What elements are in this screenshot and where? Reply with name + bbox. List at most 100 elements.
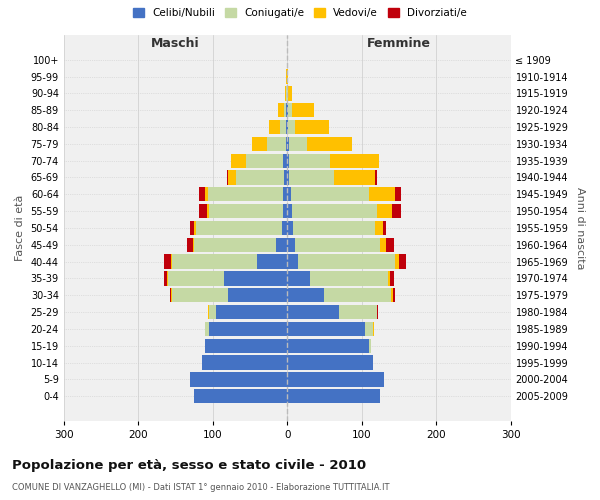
- Bar: [395, 187, 401, 202]
- Bar: [287, 372, 384, 386]
- Bar: [287, 187, 291, 202]
- Bar: [365, 322, 373, 336]
- Bar: [292, 204, 377, 218]
- Bar: [227, 288, 287, 302]
- Bar: [292, 103, 314, 118]
- Bar: [190, 221, 194, 235]
- Bar: [287, 154, 289, 168]
- Bar: [291, 187, 369, 202]
- Bar: [217, 305, 287, 320]
- Bar: [331, 154, 379, 168]
- Bar: [334, 170, 375, 184]
- Bar: [369, 338, 371, 353]
- Text: COMUNE DI VANZAGHELLO (MI) - Dati ISTAT 1° gennaio 2010 - Elaborazione TUTTITALI: COMUNE DI VANZAGHELLO (MI) - Dati ISTAT …: [12, 484, 389, 492]
- Bar: [269, 120, 280, 134]
- Bar: [288, 103, 292, 118]
- Bar: [205, 187, 208, 202]
- Bar: [283, 187, 287, 202]
- Bar: [267, 136, 286, 151]
- Bar: [287, 120, 288, 134]
- Bar: [167, 272, 168, 285]
- Bar: [287, 136, 289, 151]
- Bar: [287, 238, 295, 252]
- Bar: [283, 154, 287, 168]
- Bar: [196, 221, 282, 235]
- Bar: [282, 221, 287, 235]
- Bar: [199, 204, 207, 218]
- Bar: [393, 288, 395, 302]
- Bar: [287, 103, 288, 118]
- Text: Femmine: Femmine: [367, 36, 431, 50]
- Bar: [325, 288, 391, 302]
- Bar: [369, 187, 395, 202]
- Bar: [287, 356, 373, 370]
- Bar: [377, 305, 378, 320]
- Bar: [286, 70, 287, 84]
- Bar: [202, 356, 287, 370]
- Bar: [171, 254, 172, 269]
- Bar: [377, 204, 392, 218]
- Bar: [208, 305, 209, 320]
- Bar: [252, 136, 267, 151]
- Bar: [399, 254, 406, 269]
- Bar: [380, 238, 386, 252]
- Bar: [190, 372, 287, 386]
- Bar: [194, 238, 276, 252]
- Bar: [187, 238, 193, 252]
- Bar: [307, 136, 352, 151]
- Bar: [375, 170, 377, 184]
- Bar: [289, 154, 331, 168]
- Bar: [287, 272, 310, 285]
- Bar: [232, 154, 246, 168]
- Bar: [257, 254, 287, 269]
- Bar: [199, 187, 205, 202]
- Bar: [172, 254, 257, 269]
- Bar: [287, 204, 292, 218]
- Bar: [340, 305, 377, 320]
- Bar: [246, 154, 283, 168]
- Bar: [209, 204, 283, 218]
- Bar: [395, 254, 399, 269]
- Bar: [287, 70, 288, 84]
- Bar: [164, 254, 171, 269]
- Bar: [310, 272, 388, 285]
- Bar: [164, 272, 167, 285]
- Bar: [286, 120, 287, 134]
- Bar: [286, 103, 287, 118]
- Bar: [194, 221, 196, 235]
- Bar: [390, 272, 394, 285]
- Bar: [194, 389, 287, 404]
- Bar: [287, 170, 289, 184]
- Bar: [229, 170, 236, 184]
- Text: Maschi: Maschi: [151, 36, 200, 50]
- Bar: [284, 170, 287, 184]
- Y-axis label: Anni di nascita: Anni di nascita: [575, 186, 585, 269]
- Bar: [170, 288, 171, 302]
- Bar: [205, 322, 209, 336]
- Bar: [375, 221, 383, 235]
- Bar: [373, 322, 374, 336]
- Bar: [172, 288, 227, 302]
- Bar: [280, 120, 286, 134]
- Bar: [284, 103, 286, 118]
- Bar: [287, 288, 325, 302]
- Bar: [392, 204, 401, 218]
- Bar: [287, 338, 369, 353]
- Bar: [193, 238, 194, 252]
- Legend: Celibi/Nubili, Coniugati/e, Vedovi/e, Divorziati/e: Celibi/Nubili, Coniugati/e, Vedovi/e, Di…: [130, 5, 470, 21]
- Bar: [286, 136, 287, 151]
- Bar: [386, 238, 394, 252]
- Y-axis label: Fasce di età: Fasce di età: [15, 195, 25, 261]
- Text: Popolazione per età, sesso e stato civile - 2010: Popolazione per età, sesso e stato civil…: [12, 460, 366, 472]
- Bar: [230, 154, 232, 168]
- Bar: [236, 170, 284, 184]
- Bar: [208, 187, 283, 202]
- Bar: [287, 86, 288, 101]
- Bar: [207, 204, 209, 218]
- Bar: [224, 272, 287, 285]
- Bar: [388, 272, 390, 285]
- Bar: [383, 221, 386, 235]
- Bar: [283, 204, 287, 218]
- Bar: [209, 322, 287, 336]
- Bar: [278, 103, 284, 118]
